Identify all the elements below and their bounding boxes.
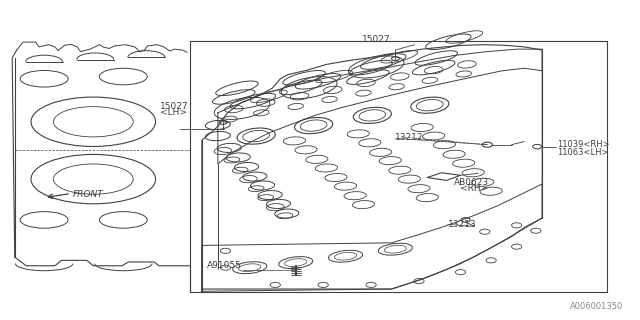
Text: 11039<RH>: 11039<RH> [557, 140, 610, 149]
Text: 11063<LH>: 11063<LH> [557, 148, 609, 156]
Text: A91055: A91055 [207, 261, 242, 270]
Text: 15027: 15027 [362, 35, 390, 44]
Text: 15027: 15027 [161, 102, 189, 111]
Text: <RH>: <RH> [461, 184, 489, 193]
Text: 13213: 13213 [448, 220, 476, 229]
Text: 13212: 13212 [396, 132, 424, 141]
Text: AB0623: AB0623 [454, 179, 489, 188]
Text: <LH>: <LH> [161, 108, 188, 117]
Text: A006001350: A006001350 [570, 302, 623, 311]
Text: FRONT: FRONT [73, 190, 104, 199]
